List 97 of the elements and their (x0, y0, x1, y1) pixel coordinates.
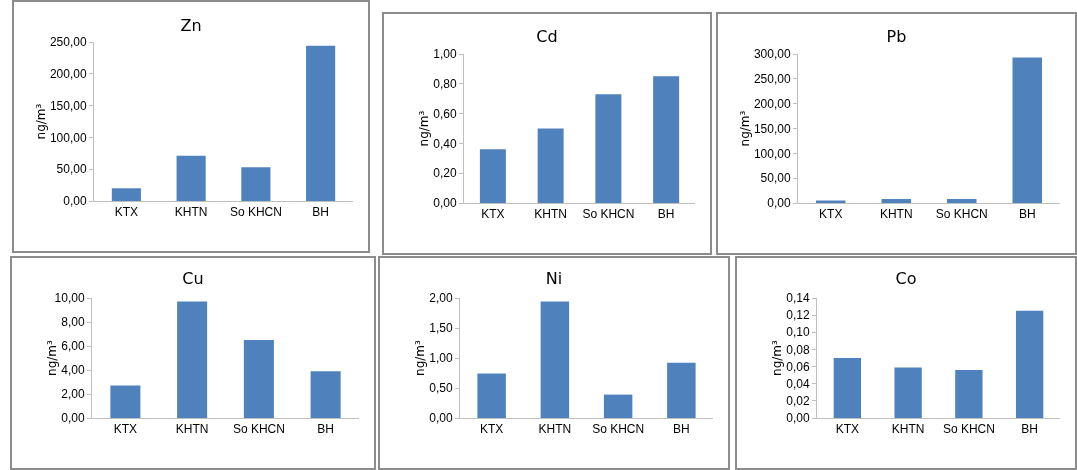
bar (667, 362, 696, 418)
y-axis-title: ng/m³ (45, 339, 60, 376)
x-tick-label: BH (1018, 207, 1036, 222)
y-tick-label: 0,50 (429, 381, 453, 396)
x-tick-label: KHTN (538, 422, 572, 437)
x-tick-label: KTX (479, 422, 504, 437)
bar (479, 149, 506, 203)
x-tick-label: So KHCN (232, 422, 285, 437)
bar (1012, 57, 1042, 203)
chart-title: Cu (182, 268, 204, 288)
y-axis-title: ng/m³ (737, 110, 752, 147)
y-axis-title: ng/m³ (33, 103, 48, 140)
chart-title: Co (895, 268, 917, 288)
bar (477, 373, 506, 418)
bar (894, 367, 922, 418)
y-tick-label: 0,00 (429, 411, 453, 426)
y-tick-label: 0,00 (767, 196, 791, 211)
bar (241, 167, 271, 201)
y-tick-label: 0,20 (433, 166, 457, 181)
y-tick-label: 0,04 (786, 376, 810, 391)
bar (176, 155, 206, 201)
x-tick-label: So KHCN (592, 422, 645, 437)
y-tick-label: 200,00 (49, 67, 87, 81)
x-tick-label: KTX (481, 207, 505, 222)
y-tick-label: 250,00 (49, 35, 87, 50)
bar (177, 301, 208, 418)
bar (947, 199, 977, 203)
y-tick-label: 50,00 (56, 162, 87, 177)
bar (653, 76, 680, 203)
y-tick-label: 150,00 (49, 98, 87, 113)
y-tick-label: 300,00 (753, 47, 791, 62)
chart-title: Ni (545, 268, 563, 288)
bar (881, 199, 911, 203)
bar (595, 94, 622, 203)
y-tick-label: 2,00 (429, 291, 453, 306)
y-axis-title: ng/m³ (417, 110, 432, 147)
x-tick-label: KHTN (534, 207, 567, 222)
x-tick-label: KHTN (174, 205, 208, 220)
y-tick-label: 0,00 (786, 411, 810, 426)
bar (955, 370, 983, 418)
x-tick-label: KTX (835, 422, 860, 437)
bar (540, 301, 570, 418)
x-tick-label: BH (1021, 422, 1038, 437)
y-tick-label: 150,00 (753, 121, 791, 136)
y-tick-label: 100,00 (49, 130, 87, 145)
x-tick-label: BH (317, 422, 334, 437)
x-tick-label: KHTN (879, 207, 913, 222)
y-tick-label: 10,00 (54, 291, 85, 306)
y-tick-label: 0,00 (63, 194, 87, 209)
y-tick-label: 0,10 (786, 325, 810, 340)
x-tick-label: KTX (114, 205, 139, 220)
x-tick-label: So KHCN (942, 422, 995, 437)
y-tick-label: 200,00 (753, 96, 791, 111)
x-tick-label: BH (657, 207, 675, 222)
y-tick-label: 1,00 (433, 47, 457, 62)
y-tick-label: 0,40 (433, 136, 457, 151)
y-tick-label: 0,14 (786, 291, 810, 306)
bar (603, 394, 633, 418)
bar (833, 358, 862, 418)
bar (111, 188, 141, 201)
chart-title: Zn (180, 15, 202, 35)
x-tick-label: KHTN (891, 422, 925, 437)
bar (1015, 310, 1044, 418)
x-tick-label: KTX (113, 422, 138, 437)
x-tick-label: So KHCN (935, 207, 988, 222)
y-tick-label: 50,00 (760, 171, 791, 186)
y-tick-label: 0,00 (433, 196, 457, 211)
bar (306, 45, 336, 201)
x-tick-label: KTX (819, 207, 843, 222)
y-tick-label: 0,12 (786, 308, 810, 323)
x-tick-label: So KHCN (229, 205, 282, 220)
y-tick-label: 0,06 (786, 359, 810, 374)
y-tick-label: 2,00 (61, 387, 85, 402)
y-tick-label: 0,02 (786, 394, 810, 409)
y-axis-title: ng/m³ (770, 339, 785, 376)
y-axis-title: ng/m³ (413, 339, 428, 376)
x-tick-label: BH (312, 205, 329, 220)
y-tick-label: 0,80 (433, 77, 457, 91)
y-tick-label: 100,00 (753, 146, 791, 161)
y-tick-label: 1,00 (429, 351, 453, 366)
x-tick-label: So KHCN (582, 207, 635, 222)
bar (110, 385, 141, 418)
bar (537, 128, 564, 203)
y-tick-label: 1,50 (429, 321, 453, 336)
chart-title: Pb (886, 26, 907, 46)
y-tick-label: 8,00 (61, 315, 85, 330)
x-tick-label: BH (673, 422, 690, 437)
chart-title: Cd (536, 26, 558, 46)
y-tick-label: 6,00 (61, 339, 85, 354)
bar (310, 371, 341, 418)
x-tick-label: KHTN (175, 422, 209, 437)
y-tick-label: 0,00 (61, 411, 85, 426)
bar (243, 340, 274, 418)
y-tick-label: 250,00 (753, 72, 791, 87)
y-tick-label: 4,00 (61, 363, 85, 378)
y-tick-label: 0,60 (433, 106, 457, 121)
y-tick-label: 0,08 (786, 342, 810, 357)
